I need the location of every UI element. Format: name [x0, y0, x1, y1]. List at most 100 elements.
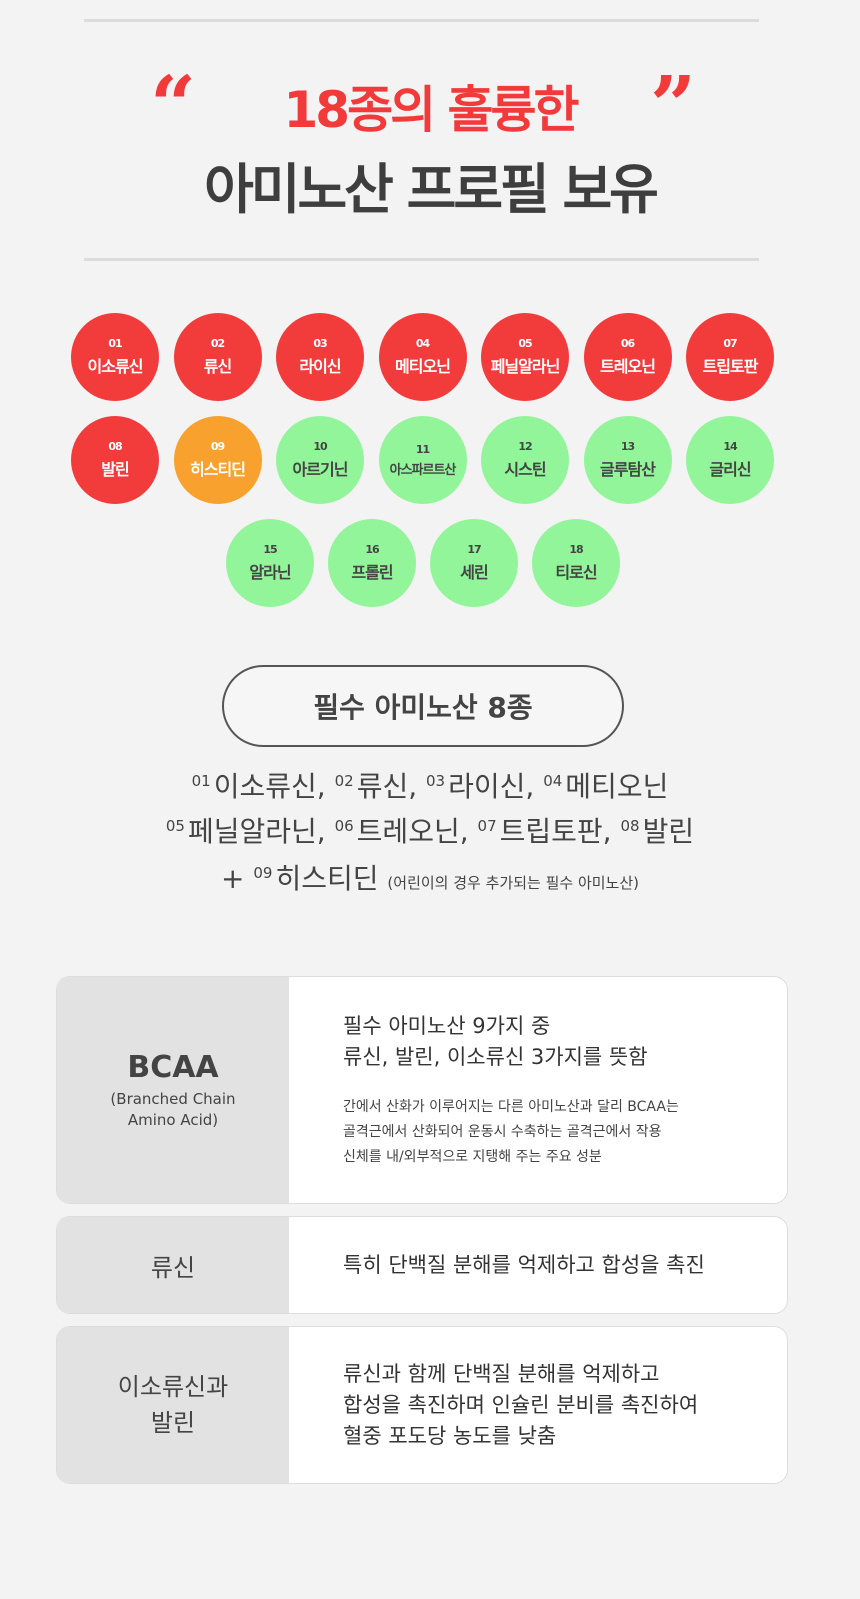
amino-name: 메티오닌 — [565, 770, 669, 803]
number: 06 — [334, 817, 354, 835]
amino-name: 트립토판, — [499, 815, 612, 848]
title-line2: 아미노산 프로필 보유 — [204, 158, 659, 221]
amino-name: 아르기닌 — [292, 460, 349, 479]
amino-acid-circle: 04 메티오닌 — [378, 313, 467, 401]
card-isoleucine-valine: 이소류신과 발린 류신과 함께 단백질 분해를 억제하고 합성을 촉진하며 인슐… — [56, 1326, 788, 1484]
amino-number: 17 — [467, 543, 481, 556]
amino-name: 류신 — [203, 357, 232, 376]
plus: + — [221, 862, 245, 895]
amino-acid-circle: 07 트립토판 — [686, 313, 774, 401]
amino-name: 이소류신, — [213, 770, 326, 803]
amino-number: 05 — [518, 337, 532, 350]
amino-acid-circle: 01 이소류신 — [71, 313, 159, 401]
essential-line2: 05 페닐알라닌, 06 트레오닌, 07 트립토판, 08 발린 — [0, 810, 860, 850]
amino-number: 10 — [313, 440, 327, 453]
amino-number: 01 — [108, 337, 122, 350]
card-title: 류신 — [150, 1253, 196, 1282]
card-title: 이소류신과 발린 — [117, 1373, 229, 1437]
card-content: 류신과 함께 단백질 분해를 억제하고 합성을 촉진하며 인슐린 분비를 촉진하… — [289, 1327, 787, 1483]
amino-name: 이소류신 — [87, 357, 144, 376]
amino-number: 15 — [263, 543, 277, 556]
card-content: 특히 단백질 분해를 억제하고 합성을 촉진 — [289, 1217, 787, 1313]
amino-number: 04 — [415, 337, 430, 350]
essential-title-pill: 필수 아미노산 8종 — [222, 665, 624, 747]
amino-name: 트립토판 — [702, 357, 759, 376]
number: 05 — [165, 817, 185, 835]
number: 09 — [253, 864, 273, 882]
amino-name: 프롤린 — [351, 563, 393, 582]
card-main: 류신과 함께 단백질 분해를 억제하고 합성을 촉진하며 인슐린 분비를 촉진하… — [343, 1361, 699, 1448]
amino-name: 라이신, — [448, 770, 535, 803]
card-main: 특히 단백질 분해를 억제하고 합성을 촉진 — [343, 1252, 705, 1277]
amino-name: 트레오닌 — [600, 357, 656, 376]
amino-acid-circle: 16 프롤린 — [328, 519, 416, 607]
note: (어린이의 경우 추가되는 필수 아미노산) — [387, 874, 639, 892]
amino-number: 12 — [518, 440, 532, 453]
amino-name: 시스틴 — [504, 460, 546, 479]
number: 08 — [620, 817, 640, 835]
amino-acid-circle: 10 아르기닌 — [276, 416, 364, 504]
amino-acid-circle: 03 라이신 — [276, 313, 364, 401]
amino-number: 16 — [365, 543, 379, 556]
amino-number: 02 — [210, 337, 225, 350]
amino-acid-circle: 15 알라닌 — [226, 519, 314, 607]
amino-name: 라이신 — [299, 357, 341, 376]
amino-acid-circle: 11 아스파르트산 — [378, 416, 467, 504]
amino-name: 알라닌 — [249, 563, 291, 582]
amino-number: 13 — [620, 440, 635, 453]
essential-line3: + 09 히스티딘 (어린이의 경우 추가되는 필수 아미노산) — [0, 857, 860, 897]
amino-name: 히스티딘 — [275, 862, 379, 895]
amino-name: 페닐알라닌 — [490, 357, 561, 376]
amino-number: 18 — [569, 543, 583, 556]
amino-number: 14 — [723, 440, 737, 453]
card-label: 류신 — [57, 1217, 289, 1313]
title-line1: 18종의 훌륭한 — [283, 81, 580, 139]
number: 07 — [477, 817, 497, 835]
divider — [84, 258, 759, 261]
amino-name: 메티오닌 — [395, 357, 451, 376]
amino-name: 세린 — [460, 563, 488, 582]
amino-name: 페닐알라닌, — [187, 815, 326, 848]
card-label: BCAA (Branched Chain Amino Acid) — [57, 977, 289, 1203]
card-subtitle: (Branched Chain Amino Acid) — [110, 1089, 236, 1129]
amino-name: 발린 — [642, 815, 695, 848]
amino-name: 히스티딘 — [190, 460, 246, 479]
amino-acid-circle: 05 페닐알라닌 — [481, 313, 569, 401]
number: 04 — [543, 772, 563, 790]
amino-acid-circle: 09 히스티딘 — [173, 416, 262, 504]
quote-close: ” — [650, 58, 697, 152]
amino-acid-circle: 18 티로신 — [532, 519, 620, 607]
number: 02 — [334, 772, 354, 790]
amino-name: 글루탐산 — [600, 460, 656, 479]
amino-number: 06 — [620, 337, 635, 350]
amino-number: 11 — [415, 442, 430, 456]
amino-acid-circle: 13 글루탐산 — [583, 416, 672, 504]
amino-acid-circle: 06 트레오닌 — [583, 313, 672, 401]
divider — [84, 19, 759, 22]
amino-number: 03 — [313, 337, 327, 350]
quote-open: “ — [150, 58, 197, 152]
amino-acid-circle: 02 류신 — [173, 313, 262, 401]
amino-name: 트레오닌, — [356, 815, 469, 848]
card-content: 필수 아미노산 9가지 중 류신, 발린, 이소류신 3가지를 뜻함 간에서 산… — [289, 977, 787, 1203]
amino-acid-circle: 14 글리신 — [686, 416, 774, 504]
card-title: BCAA — [127, 1049, 219, 1085]
essential-line1: 01 이소류신, 02 류신, 03 라이신, 04 메티오닌 — [0, 765, 860, 805]
card-bcaa: BCAA (Branched Chain Amino Acid) 필수 아미노산… — [56, 976, 788, 1204]
amino-number: 09 — [210, 440, 225, 453]
amino-name: 티로신 — [555, 563, 597, 582]
amino-name: 아스파르트산 — [389, 462, 457, 478]
amino-acid-circle: 12 시스틴 — [481, 416, 569, 504]
card-label: 이소류신과 발린 — [57, 1327, 289, 1483]
amino-number: 08 — [108, 440, 122, 453]
number: 03 — [426, 772, 446, 790]
amino-acid-circle: 08 발린 — [71, 416, 159, 504]
amino-acid-circle: 17 세린 — [430, 519, 518, 607]
amino-number: 07 — [723, 337, 737, 350]
amino-name: 글리신 — [709, 460, 751, 479]
card-main: 필수 아미노산 9가지 중 류신, 발린, 이소류신 3가지를 뜻함 — [343, 1013, 648, 1069]
amino-name: 류신, — [356, 770, 418, 803]
amino-name: 발린 — [101, 460, 129, 479]
card-leucine: 류신 특히 단백질 분해를 억제하고 합성을 촉진 — [56, 1216, 788, 1314]
card-desc: 간에서 산화가 이루어지는 다른 아미노산과 달리 BCAA는 골격근에서 산화… — [343, 1098, 679, 1165]
